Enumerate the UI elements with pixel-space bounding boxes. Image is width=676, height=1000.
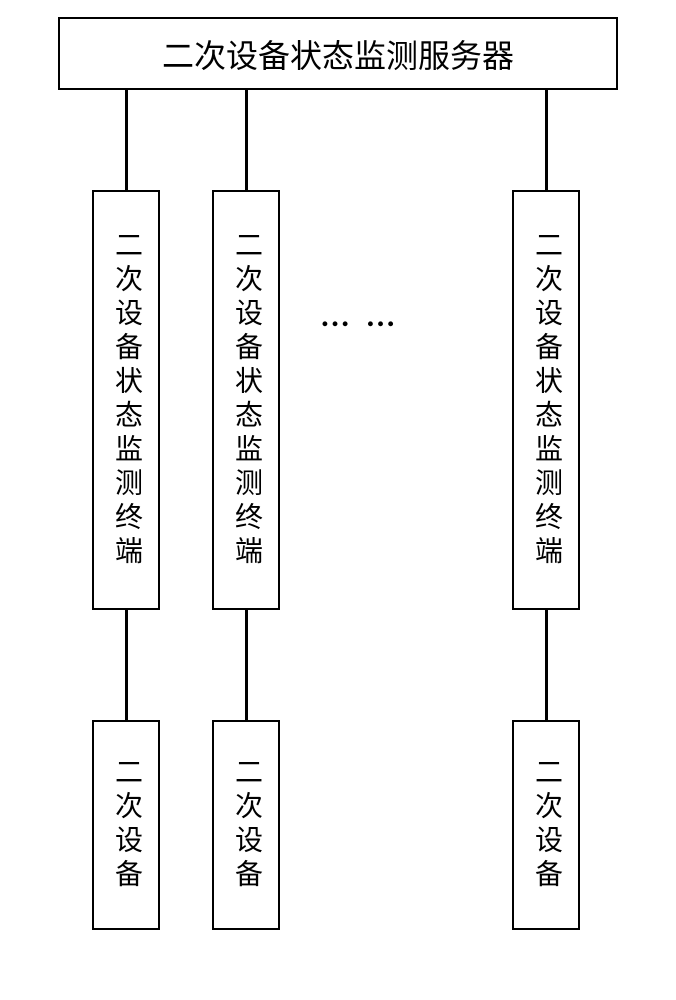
- device-label-1: 二次设备: [226, 757, 266, 893]
- device-box-2: 二次设备: [512, 720, 580, 930]
- device-box-1: 二次设备: [212, 720, 280, 930]
- server-box: 二次设备状态监测服务器: [58, 17, 618, 90]
- connector-top-0: [125, 90, 128, 190]
- terminal-box-2: 二次设备状态监测终端: [512, 190, 580, 610]
- device-label-2: 二次设备: [526, 757, 566, 893]
- device-label-0: 二次设备: [106, 757, 146, 893]
- ellipsis-icon: … …: [320, 300, 400, 334]
- device-box-0: 二次设备: [92, 720, 160, 930]
- terminal-label-2: 二次设备状态监测终端: [526, 230, 566, 570]
- connector-top-1: [245, 90, 248, 190]
- terminal-box-0: 二次设备状态监测终端: [92, 190, 160, 610]
- terminal-box-1: 二次设备状态监测终端: [212, 190, 280, 610]
- terminal-label-0: 二次设备状态监测终端: [106, 230, 146, 570]
- connector-top-2: [545, 90, 548, 190]
- terminal-label-1: 二次设备状态监测终端: [226, 230, 266, 570]
- connector-bottom-0: [125, 610, 128, 720]
- connector-bottom-1: [245, 610, 248, 720]
- connector-bottom-2: [545, 610, 548, 720]
- server-label: 二次设备状态监测服务器: [162, 31, 514, 77]
